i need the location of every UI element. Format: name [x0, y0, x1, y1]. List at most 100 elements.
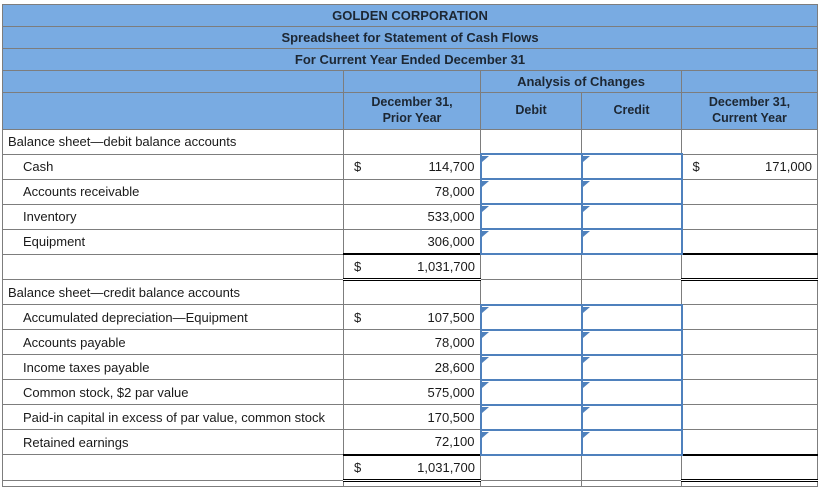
column-header-debit: Debit — [480, 92, 582, 130]
input-flag-icon — [482, 156, 489, 162]
debit-input[interactable] — [479, 378, 583, 406]
credit-input[interactable] — [580, 228, 683, 255]
empty-cell — [581, 479, 682, 487]
empty-cell — [480, 129, 582, 155]
amount-value: 170,500 — [427, 409, 475, 425]
account-label: Accounts receivable — [2, 178, 344, 205]
account-label: Inventory — [2, 203, 344, 230]
cutoff-row — [2, 479, 819, 487]
credit-input[interactable] — [580, 178, 683, 205]
prior-year-amount-cell: 78,000 — [343, 329, 481, 355]
prior-year-amount-cell: 72,100 — [343, 429, 481, 455]
credit-input[interactable] — [580, 328, 683, 356]
amount-value: 78,000 — [434, 184, 475, 199]
empty-cell — [2, 479, 344, 487]
empty-cell — [343, 279, 481, 305]
debit-input[interactable] — [479, 428, 583, 456]
subtitle-row-1: Spreadsheet for Statement of Cash Flows — [1, 26, 819, 49]
section-label: Balance sheet—debit balance accounts — [2, 129, 344, 155]
debit-input[interactable] — [479, 403, 583, 431]
empty-cell — [680, 129, 819, 155]
input-flag-icon — [583, 331, 590, 338]
credit-input[interactable] — [580, 303, 683, 331]
table-row-accounts-receivable: Accounts receivable 78,000 — [2, 178, 819, 205]
current-year-total-cell — [680, 253, 819, 281]
current-year-amount-cell — [680, 404, 819, 430]
company-title: GOLDEN CORPORATION — [1, 4, 819, 27]
input-flag-icon — [482, 306, 489, 313]
spacer-cell — [2, 92, 344, 130]
empty-cell — [480, 454, 582, 481]
cash-flow-spreadsheet: GOLDEN CORPORATION Spreadsheet for State… — [1, 4, 819, 487]
debit-input[interactable] — [479, 353, 583, 381]
credit-input[interactable] — [580, 428, 683, 456]
prior-year-amount-cell: $114,700 — [343, 153, 481, 180]
empty-cell — [343, 129, 481, 155]
prior-year-total-cell: $1,031,700 — [343, 453, 481, 482]
column-header-prior-year: December 31, Prior Year — [343, 92, 481, 130]
input-flag-icon — [583, 206, 590, 212]
section-label: Balance sheet—credit balance accounts — [2, 279, 344, 305]
empty-cell — [581, 253, 682, 280]
currency-symbol: $ — [354, 459, 362, 475]
prior-year-amount-cell: $107,500 — [343, 304, 481, 330]
amount-value: 114,700 — [428, 159, 475, 174]
credit-input[interactable] — [580, 353, 683, 381]
amount-value: 107,500 — [427, 309, 475, 325]
debit-input[interactable] — [479, 153, 583, 180]
column-header-current-year: December 31, Current Year — [680, 92, 819, 130]
currency-symbol: $ — [692, 159, 700, 174]
column-header-row: December 31, Prior Year Debit Credit Dec… — [2, 92, 819, 130]
input-flag-icon — [583, 156, 590, 162]
input-flag-icon — [482, 381, 489, 388]
current-year-amount-cell — [680, 203, 819, 230]
input-flag-icon — [583, 381, 590, 388]
table-row-paid-in-capital: Paid-in capital in excess of par value, … — [2, 403, 819, 431]
empty-cell — [2, 253, 344, 280]
current-year-amount-cell — [680, 354, 819, 380]
account-label: Cash — [2, 153, 344, 180]
title-row: GOLDEN CORPORATION — [1, 4, 819, 27]
debit-input[interactable] — [479, 303, 583, 331]
input-flag-icon — [482, 231, 489, 237]
current-year-amount-cell — [680, 178, 819, 205]
table-row-retained-earnings: Retained earnings 72,100 — [2, 428, 819, 456]
total-row-credit-accounts: $1,031,700 — [2, 453, 819, 482]
debit-input[interactable] — [479, 328, 583, 356]
input-flag-icon — [583, 231, 590, 237]
statement-subtitle: Spreadsheet for Statement of Cash Flows — [1, 26, 819, 49]
prior-year-amount-cell: 306,000 — [343, 228, 481, 255]
empty-cell — [581, 129, 682, 155]
debit-input[interactable] — [479, 178, 583, 205]
account-label: Common stock, $2 par value — [2, 379, 344, 405]
prior-year-amount-cell: 170,500 — [343, 404, 481, 430]
current-year-amount-cell — [680, 429, 819, 455]
credit-input[interactable] — [580, 203, 683, 230]
input-flag-icon — [583, 431, 590, 438]
amount-value: 171,000 — [765, 159, 813, 174]
input-flag-icon — [482, 206, 489, 212]
spacer-cell — [2, 70, 344, 93]
credit-input[interactable] — [580, 153, 683, 180]
spacer-cell — [343, 70, 481, 93]
prior-year-amount-cell: 575,000 — [343, 379, 481, 405]
empty-cell — [581, 454, 682, 481]
input-flag-icon — [583, 356, 590, 363]
empty-cell — [2, 454, 344, 481]
account-label: Accumulated depreciation—Equipment — [2, 304, 344, 330]
credit-input[interactable] — [580, 378, 683, 406]
amount-value: 28,600 — [434, 359, 475, 375]
analysis-spanner-row: Analysis of Changes — [2, 70, 819, 93]
empty-cell — [343, 479, 481, 487]
subtitle-row-2: For Current Year Ended December 31 — [1, 48, 819, 71]
period-subtitle: For Current Year Ended December 31 — [1, 48, 819, 71]
total-value: 1,031,700 — [417, 259, 475, 274]
debit-input[interactable] — [479, 203, 583, 230]
empty-cell — [480, 253, 582, 280]
credit-input[interactable] — [580, 403, 683, 431]
account-label: Income taxes payable — [2, 354, 344, 380]
debit-input[interactable] — [479, 228, 583, 255]
amount-value: 72,100 — [434, 434, 475, 450]
section-header-row: Balance sheet—credit balance accounts — [2, 279, 819, 305]
currency-symbol: $ — [354, 259, 362, 274]
